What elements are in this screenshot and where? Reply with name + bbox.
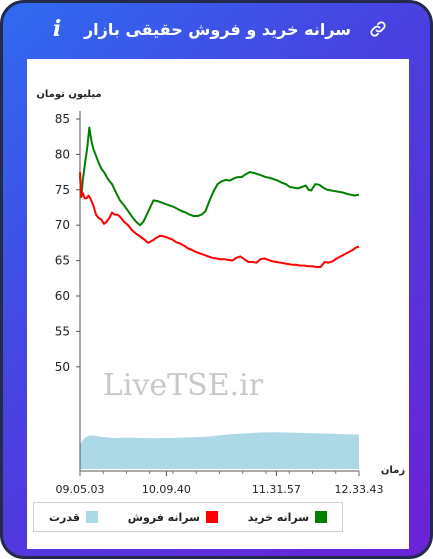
chart-title: سرانه خرید و فروش حقیقی بازار — [83, 19, 352, 39]
link-icon[interactable] — [358, 20, 398, 38]
y-tick-label: 75 — [55, 183, 70, 197]
series-layer — [79, 126, 360, 268]
legend-swatch-sell — [205, 511, 218, 523]
x-tick-label: 11.31.57 — [252, 483, 301, 496]
y-axis-label: میلیون تومان — [36, 89, 101, 100]
y-tick-label: 80 — [55, 147, 70, 161]
legend-item-power[interactable]: قدرت — [49, 511, 98, 524]
axes-layer: 50 55 60 65 70 75 80 85 09.05.03 10.09.40 11.31.57… — [55, 111, 384, 496]
chart-plot: LiveTSE.ir 50 55 60 65 70 75 80 85 09.05.03 10.09… — [36, 89, 405, 496]
power-area-layer — [80, 432, 359, 469]
legend-item-buy[interactable]: سرانه خرید — [247, 510, 328, 524]
chart-header: i سرانه خرید و فروش حقیقی بازار — [3, 3, 430, 55]
x-axis-label: زمان — [381, 465, 405, 476]
y-tick-label: 50 — [55, 360, 70, 374]
sell-series-line — [79, 172, 360, 268]
info-icon[interactable]: i — [52, 16, 62, 42]
legend-swatch-buy — [315, 511, 328, 523]
legend-label-sell: سرانه فروش — [127, 510, 200, 524]
legend-item-sell[interactable]: سرانه فروش — [128, 511, 218, 524]
x-tick-label: 09.05.03 — [56, 483, 105, 496]
x-tick-label: 12.33.43 — [335, 483, 384, 496]
legend-label-power: قدرت — [48, 510, 80, 524]
watermark-text: LiveTSE.ir — [103, 368, 264, 403]
legend-label-buy: سرانه خرید — [247, 510, 310, 524]
y-tick-label: 70 — [55, 218, 70, 232]
y-tick-label: 65 — [55, 254, 70, 268]
y-tick-label: 60 — [55, 289, 70, 303]
y-tick-label: 85 — [55, 112, 70, 126]
buy-series-line — [79, 126, 360, 227]
power-area — [80, 432, 359, 469]
chart-legend: سرانه خرید سرانه فروش قدرت — [33, 502, 343, 532]
x-tick-label: 10.09.40 — [142, 483, 191, 496]
y-tick-label: 55 — [55, 324, 70, 338]
legend-swatch-power — [85, 511, 98, 523]
